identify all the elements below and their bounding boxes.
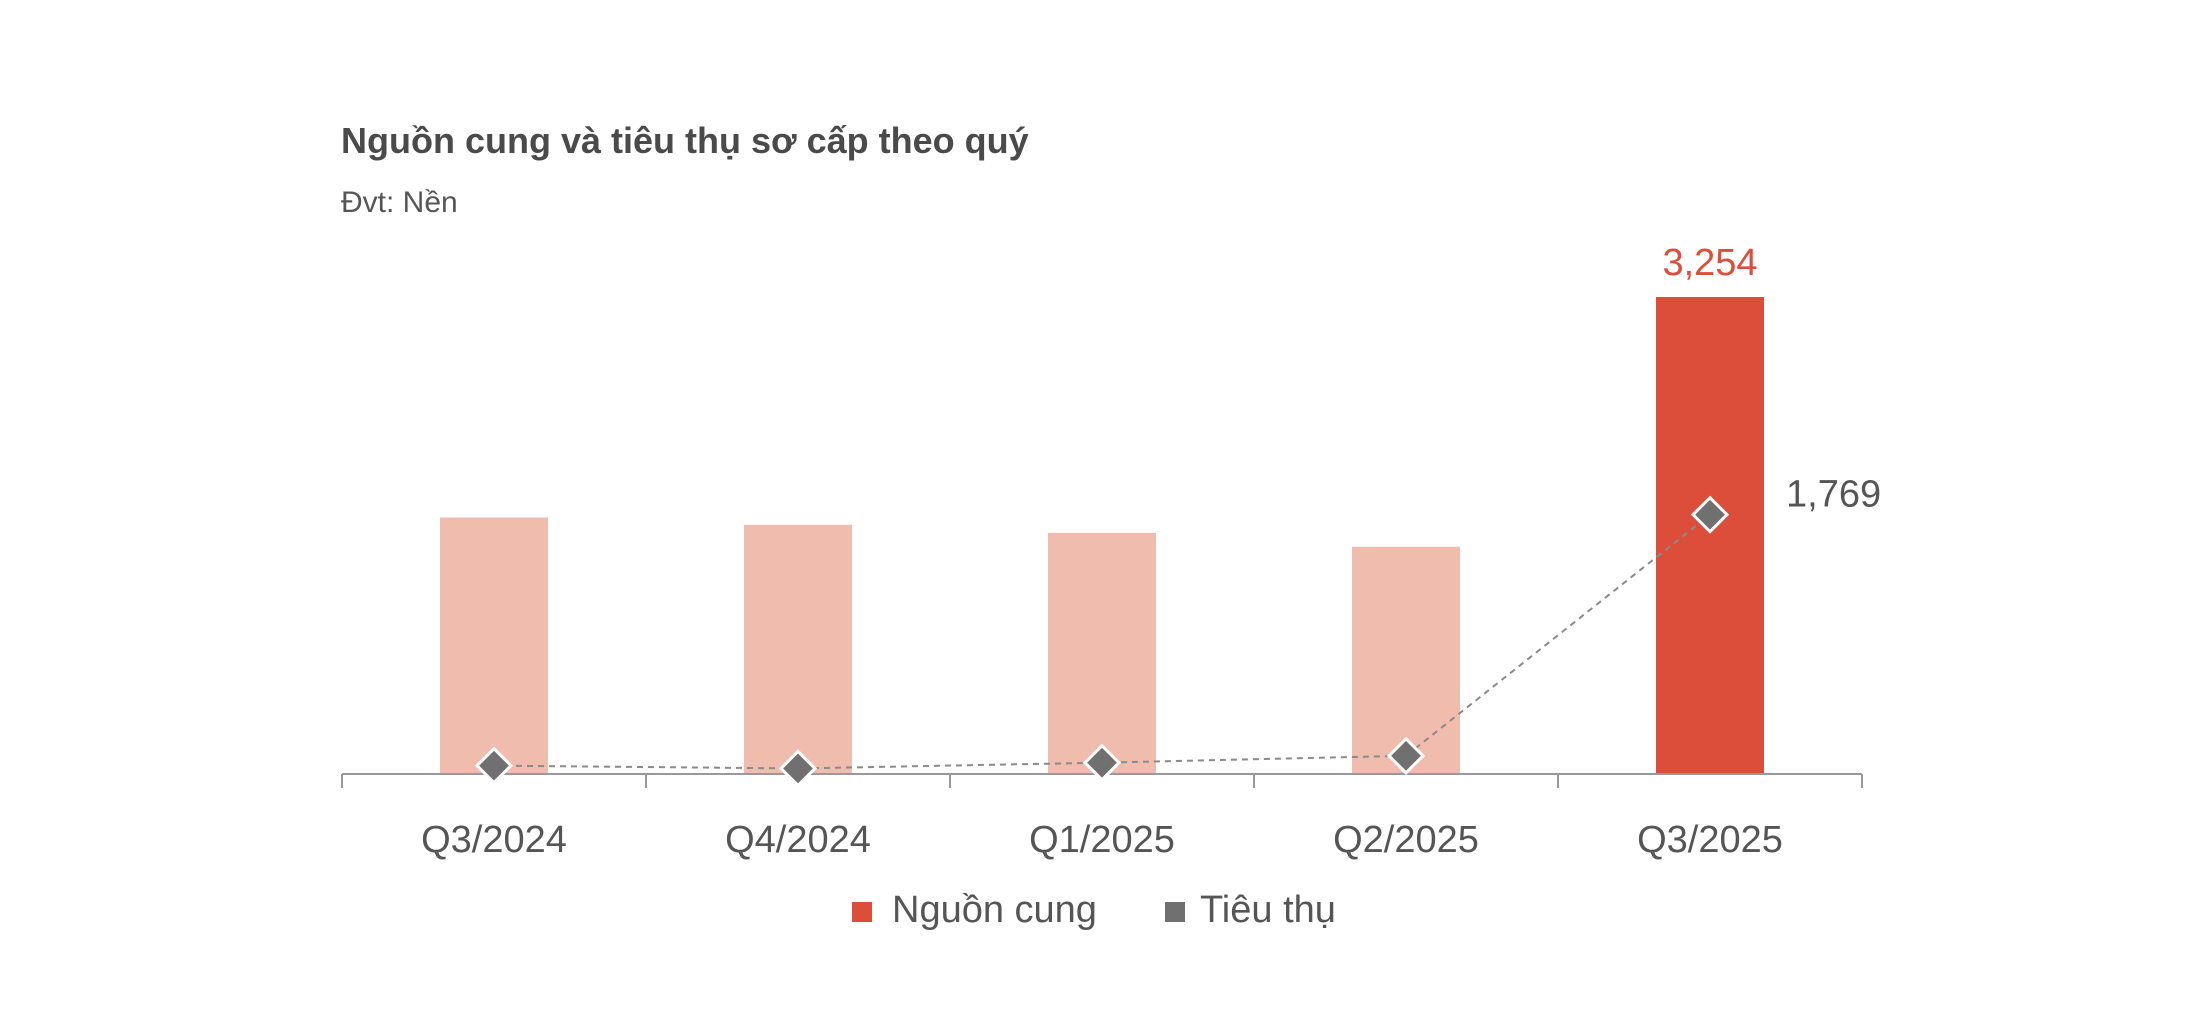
tieu-thu-point-Q4/2024: [778, 749, 818, 788]
legend-label-tieu-thu: Tiêu thụ: [1200, 889, 1336, 931]
x-tick-label: Q1/2025: [1029, 819, 1175, 861]
x-tick-label: Q4/2024: [725, 819, 871, 861]
tieu-thu-point-Q3/2025: [1690, 495, 1730, 534]
tieu-thu-point-Q1/2025: [1082, 743, 1122, 782]
line-data-label: 1,769: [1786, 474, 1881, 516]
bar-Q2/2025: [1352, 546, 1460, 774]
x-tick-label: Q3/2024: [421, 819, 567, 861]
bar-Q1/2025: [1048, 532, 1156, 774]
x-tick-label: Q3/2025: [1637, 819, 1783, 861]
legend-swatch-nguon-cung: [852, 902, 872, 922]
chart-subtitle: Đvt: Nền: [341, 186, 458, 219]
bar-Q3/2024: [440, 517, 548, 774]
tieu-thu-point-Q3/2024: [474, 746, 514, 785]
bar-Q4/2024: [744, 524, 852, 774]
tieu-thu-point-Q2/2025: [1386, 736, 1426, 775]
chart-title: Nguồn cung và tiêu thụ sơ cấp theo quý: [341, 120, 1029, 161]
legend-swatch-tieu-thu: [1165, 902, 1185, 922]
bar-Q3/2025: [1656, 297, 1764, 774]
x-tick-label: Q2/2025: [1333, 819, 1479, 861]
legend: Nguồn cung Tiêu thụ: [852, 889, 1336, 931]
bar-data-label: 3,254: [1662, 242, 1757, 284]
legend-label-nguon-cung: Nguồn cung: [892, 889, 1097, 931]
